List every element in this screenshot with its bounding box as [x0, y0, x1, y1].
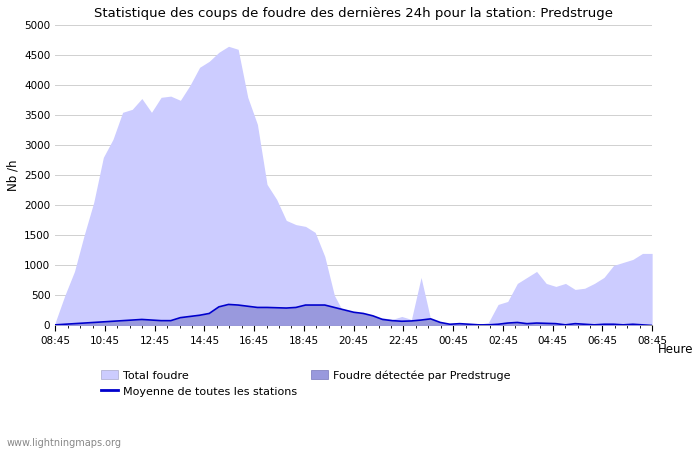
Title: Statistique des coups de foudre des dernières 24h pour la station: Predstruge: Statistique des coups de foudre des dern… — [94, 7, 613, 20]
Y-axis label: Nb /h: Nb /h — [7, 160, 20, 191]
Text: Heure: Heure — [658, 343, 694, 356]
Text: www.lightningmaps.org: www.lightningmaps.org — [7, 438, 122, 448]
Legend: Total foudre, Moyenne de toutes les stations, Foudre détectée par Predstruge: Total foudre, Moyenne de toutes les stat… — [102, 370, 510, 396]
